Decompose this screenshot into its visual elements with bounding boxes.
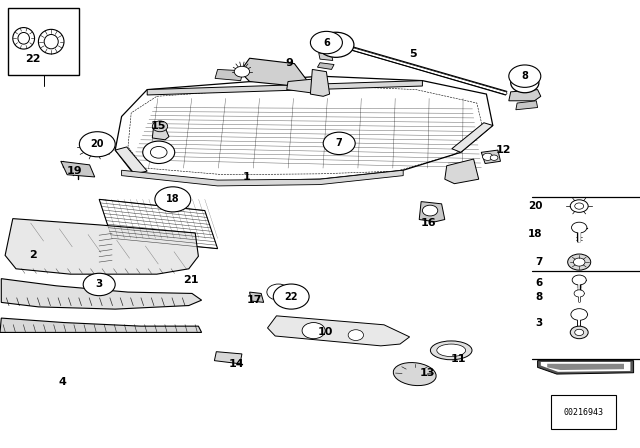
Text: 6: 6: [323, 38, 330, 47]
Polygon shape: [547, 364, 624, 370]
Text: 18: 18: [528, 229, 543, 239]
Text: 11: 11: [451, 354, 466, 364]
Polygon shape: [240, 58, 307, 86]
Circle shape: [568, 254, 591, 270]
Circle shape: [570, 200, 588, 212]
Text: 20: 20: [528, 201, 543, 211]
Ellipse shape: [13, 27, 35, 49]
Circle shape: [82, 138, 108, 156]
Text: 6: 6: [536, 278, 543, 288]
Polygon shape: [1, 279, 202, 309]
Circle shape: [511, 73, 539, 93]
Circle shape: [79, 132, 115, 157]
Circle shape: [509, 65, 541, 87]
Circle shape: [573, 258, 585, 266]
Polygon shape: [214, 352, 242, 364]
Circle shape: [267, 284, 290, 300]
Polygon shape: [250, 292, 264, 302]
Circle shape: [143, 141, 175, 164]
Circle shape: [152, 121, 168, 132]
Ellipse shape: [38, 30, 64, 54]
Polygon shape: [147, 81, 422, 95]
Polygon shape: [317, 63, 334, 69]
Polygon shape: [538, 361, 634, 374]
Polygon shape: [115, 76, 493, 181]
Polygon shape: [310, 69, 330, 96]
Text: 5: 5: [409, 49, 417, 59]
Polygon shape: [287, 78, 325, 93]
Polygon shape: [122, 170, 403, 186]
Ellipse shape: [44, 34, 58, 49]
Text: 18: 18: [166, 194, 180, 204]
Ellipse shape: [394, 362, 436, 386]
Polygon shape: [61, 161, 95, 177]
Circle shape: [572, 222, 587, 233]
Text: 7: 7: [336, 138, 342, 148]
Circle shape: [155, 187, 191, 212]
Circle shape: [88, 142, 101, 151]
Circle shape: [570, 326, 588, 339]
Text: 21: 21: [183, 275, 198, 285]
Circle shape: [574, 290, 584, 297]
Circle shape: [483, 153, 493, 160]
Polygon shape: [319, 53, 333, 60]
Circle shape: [302, 323, 325, 339]
Text: 9: 9: [285, 58, 293, 68]
Polygon shape: [115, 147, 147, 174]
Polygon shape: [0, 318, 202, 332]
Polygon shape: [452, 123, 493, 152]
Text: 22: 22: [26, 54, 41, 64]
Text: 10: 10: [317, 327, 333, 336]
Circle shape: [571, 309, 588, 320]
Polygon shape: [152, 126, 169, 140]
Circle shape: [318, 32, 354, 57]
Polygon shape: [445, 159, 479, 184]
Text: 22: 22: [284, 292, 298, 302]
Circle shape: [575, 203, 584, 209]
Text: 13: 13: [420, 368, 435, 378]
Text: 17: 17: [247, 295, 262, 305]
Circle shape: [273, 284, 309, 309]
Polygon shape: [419, 202, 445, 222]
Circle shape: [323, 132, 355, 155]
Polygon shape: [215, 69, 243, 81]
Text: 8: 8: [536, 292, 543, 302]
Text: 20: 20: [90, 139, 104, 149]
Text: 1: 1: [243, 172, 250, 182]
Circle shape: [422, 205, 438, 216]
Text: 00216943: 00216943: [564, 408, 604, 417]
Text: 16: 16: [421, 218, 436, 228]
Circle shape: [348, 330, 364, 340]
Text: 3: 3: [536, 319, 543, 328]
Circle shape: [575, 329, 584, 336]
Polygon shape: [99, 199, 218, 249]
Text: 8: 8: [522, 71, 528, 81]
Polygon shape: [268, 316, 410, 346]
Polygon shape: [541, 362, 630, 372]
Text: 14: 14: [229, 359, 244, 369]
Circle shape: [490, 155, 498, 160]
Bar: [8, 8, 79, 75]
Circle shape: [83, 273, 115, 296]
Ellipse shape: [430, 341, 472, 360]
Polygon shape: [516, 101, 538, 110]
Text: 15: 15: [151, 121, 166, 131]
Circle shape: [310, 31, 342, 54]
Text: 19: 19: [67, 166, 83, 176]
Text: 12: 12: [495, 145, 511, 155]
Text: 7: 7: [535, 257, 543, 267]
Circle shape: [572, 275, 586, 285]
Circle shape: [150, 146, 167, 158]
Text: 4: 4: [59, 377, 67, 387]
Polygon shape: [481, 150, 500, 164]
Polygon shape: [509, 90, 541, 101]
Polygon shape: [5, 219, 198, 274]
Circle shape: [234, 66, 250, 77]
Text: 3: 3: [95, 280, 103, 289]
Ellipse shape: [18, 33, 29, 44]
Text: 2: 2: [29, 250, 37, 260]
Ellipse shape: [437, 344, 466, 357]
